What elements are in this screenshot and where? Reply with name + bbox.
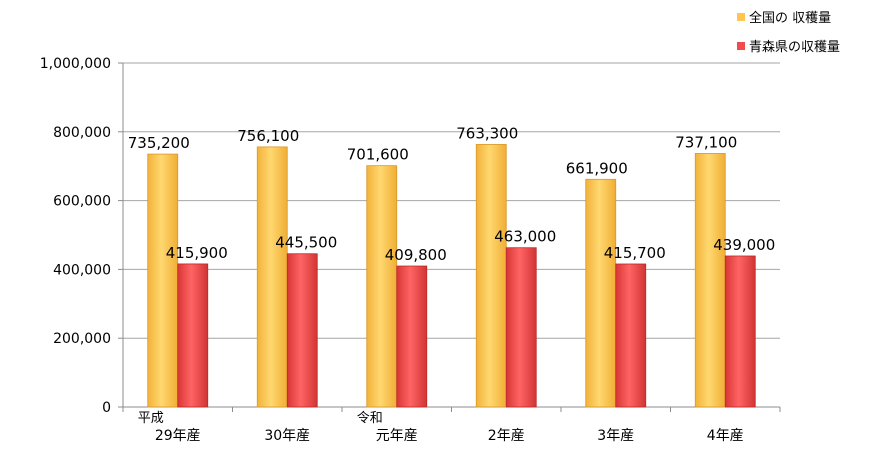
y-tick-label: 400,000	[53, 262, 111, 278]
bars	[147, 144, 756, 408]
data-label: 701,600	[347, 146, 409, 164]
data-label: 735,200	[128, 134, 190, 152]
data-label: 756,100	[237, 127, 299, 145]
bar-aomori	[505, 247, 537, 408]
bar-national	[147, 153, 179, 408]
bar-national	[366, 165, 398, 408]
bar-national	[585, 178, 617, 408]
legend-label: 全国の 収穫量	[749, 10, 831, 26]
data-label: 439,000	[713, 236, 775, 254]
y-tick-label: 1,000,000	[40, 56, 111, 72]
y-tick-labels: 0 200,000 400,000 600,000 800,000 1,000,000	[40, 56, 111, 416]
bar-national	[694, 153, 726, 408]
x-category-label: 30年産	[264, 428, 310, 444]
y-tick-label: 0	[102, 400, 111, 416]
bar-aomori	[724, 255, 756, 408]
bar-national	[256, 146, 288, 408]
data-label: 763,300	[456, 124, 518, 142]
data-label: 409,800	[385, 246, 447, 264]
legend-swatch	[737, 42, 745, 50]
x-category-label: 29年産	[155, 428, 201, 444]
bar-aomori	[396, 265, 428, 408]
y-tick-label: 200,000	[53, 331, 111, 347]
x-era-label: 平成	[138, 411, 164, 426]
legend-swatch	[737, 13, 745, 21]
data-labels: 735,200 415,900 756,100 445,500 701,600 409,8…	[128, 124, 776, 264]
x-category-label: 元年産	[376, 428, 418, 444]
axes	[118, 62, 781, 412]
x-category-label: 4年産	[707, 428, 744, 444]
bar-national	[475, 144, 507, 408]
x-category-label: 2年産	[488, 428, 525, 444]
bar-aomori	[286, 253, 318, 408]
y-tick-label: 800,000	[53, 125, 111, 141]
y-tick-label: 600,000	[53, 194, 111, 210]
data-label: 737,100	[675, 133, 737, 151]
x-era-label: 令和	[357, 411, 383, 426]
data-label: 463,000	[494, 228, 556, 246]
x-category-label: 3年産	[597, 428, 634, 444]
data-label: 661,900	[566, 159, 628, 177]
data-label: 445,500	[275, 234, 337, 252]
bar-aomori	[177, 263, 209, 408]
bar-aomori	[615, 263, 647, 408]
data-label: 415,700	[604, 244, 666, 262]
category-labels: 29年産 平成 30年産 元年産 令和 2年産 3年産 4年産	[138, 411, 744, 444]
legend-label: 青森県の収穫量	[749, 40, 840, 55]
gridlines	[123, 62, 780, 339]
data-label: 415,900	[166, 244, 228, 262]
